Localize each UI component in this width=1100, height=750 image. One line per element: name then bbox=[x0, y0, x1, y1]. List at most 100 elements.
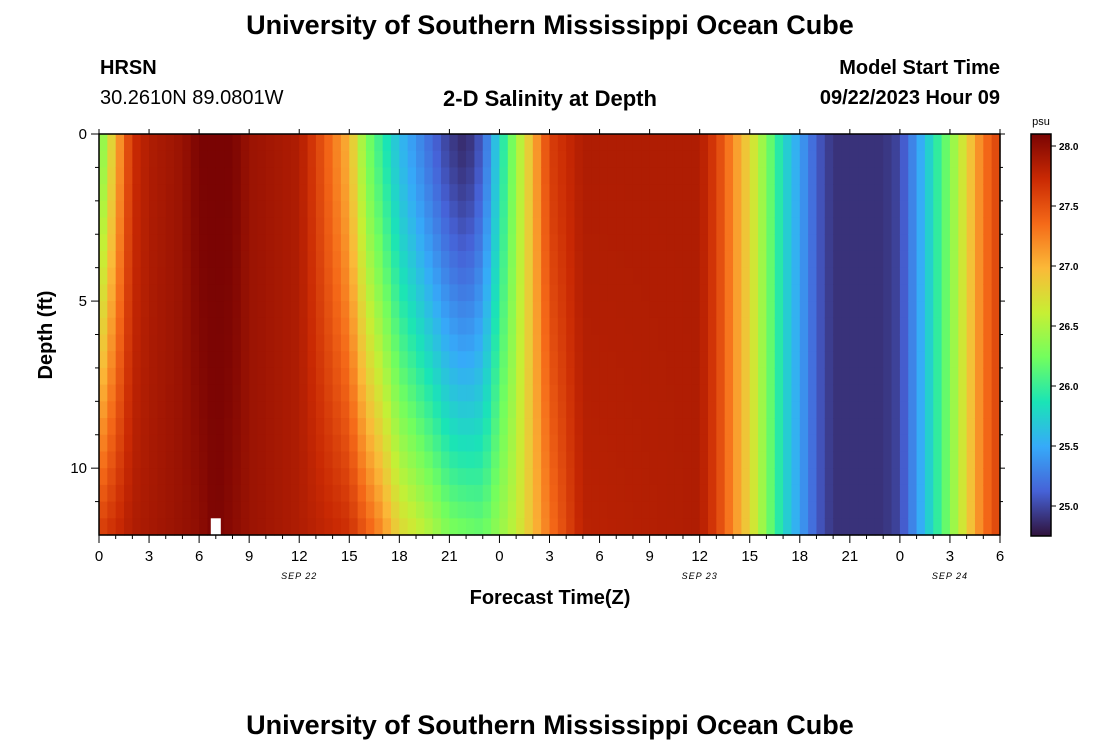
heatmap-cell bbox=[507, 518, 517, 536]
heatmap-cell bbox=[457, 334, 467, 352]
heatmap-cell bbox=[215, 468, 225, 486]
heatmap-cell bbox=[849, 200, 859, 219]
heatmap-cell bbox=[958, 301, 968, 319]
heatmap-cell bbox=[557, 234, 567, 252]
heatmap-cell bbox=[107, 301, 117, 319]
heatmap-cell bbox=[908, 184, 918, 202]
heatmap-cell bbox=[299, 200, 309, 219]
heatmap-cell bbox=[357, 150, 367, 169]
heatmap-cell bbox=[365, 184, 375, 202]
heatmap-cell bbox=[516, 501, 526, 519]
heatmap-cell bbox=[591, 451, 601, 469]
heatmap-cell bbox=[424, 184, 434, 202]
heatmap-cell bbox=[549, 267, 559, 285]
heatmap-cell bbox=[933, 468, 943, 486]
heatmap-cell bbox=[115, 501, 125, 519]
heatmap-cell bbox=[257, 184, 267, 202]
heatmap-cell bbox=[416, 284, 425, 302]
heatmap-cell bbox=[99, 468, 108, 486]
heatmap-cell bbox=[265, 284, 275, 302]
heatmap-cell bbox=[491, 484, 501, 503]
heatmap-cell bbox=[491, 267, 501, 285]
heatmap-cell bbox=[232, 468, 242, 486]
heatmap-cell bbox=[616, 150, 626, 169]
heatmap-cell bbox=[991, 167, 1001, 185]
heatmap-cell bbox=[207, 167, 217, 185]
heatmap-cell bbox=[165, 167, 175, 185]
heatmap-cell bbox=[549, 484, 559, 503]
heatmap-cell bbox=[849, 434, 859, 453]
heatmap-cell bbox=[983, 284, 993, 302]
heatmap-cell bbox=[641, 267, 651, 285]
heatmap-cell bbox=[190, 267, 200, 285]
heatmap-cell bbox=[958, 484, 968, 503]
heatmap-cell bbox=[416, 301, 425, 319]
heatmap-cell bbox=[115, 401, 125, 419]
heatmap-cell bbox=[441, 134, 450, 152]
heatmap-cell bbox=[691, 384, 701, 402]
heatmap-cell bbox=[491, 217, 501, 235]
heatmap-cell bbox=[140, 468, 150, 486]
heatmap-cell bbox=[816, 384, 826, 402]
heatmap-cell bbox=[783, 401, 793, 419]
heatmap-cell bbox=[449, 334, 459, 352]
heatmap-cell bbox=[599, 317, 609, 336]
heatmap-cell bbox=[766, 150, 776, 169]
heatmap-cell bbox=[616, 468, 626, 486]
heatmap-cell bbox=[441, 468, 450, 486]
heatmap-cell bbox=[874, 250, 884, 269]
heatmap-cell bbox=[499, 451, 509, 469]
heatmap-cell bbox=[357, 250, 367, 269]
heatmap-cell bbox=[582, 384, 592, 402]
heatmap-cell bbox=[557, 501, 567, 519]
heatmap-cell bbox=[591, 267, 601, 285]
heatmap-cell bbox=[716, 234, 726, 252]
heatmap-cell bbox=[315, 267, 325, 285]
heatmap-cell bbox=[549, 501, 559, 519]
heatmap-cell bbox=[682, 184, 692, 202]
heatmap-cell bbox=[833, 250, 843, 269]
heatmap-cell bbox=[632, 234, 642, 252]
heatmap-cell bbox=[708, 134, 717, 152]
heatmap-cell bbox=[432, 518, 442, 536]
heatmap-cell bbox=[441, 217, 450, 235]
heatmap-cell bbox=[682, 434, 692, 453]
heatmap-cell bbox=[324, 217, 334, 235]
heatmap-cell bbox=[924, 267, 934, 285]
heatmap-cell bbox=[390, 134, 400, 152]
heatmap-cell bbox=[691, 367, 701, 386]
heatmap-cell bbox=[624, 317, 634, 336]
heatmap-cell bbox=[624, 351, 634, 369]
heatmap-cell bbox=[974, 184, 984, 202]
heatmap-cell bbox=[299, 418, 309, 436]
heatmap-cell bbox=[758, 351, 767, 369]
heatmap-cell bbox=[758, 367, 767, 386]
heatmap-cell bbox=[282, 484, 292, 503]
heatmap-cell bbox=[816, 434, 826, 453]
heatmap-cell bbox=[140, 150, 150, 169]
heatmap-cell bbox=[883, 334, 893, 352]
heatmap-cell bbox=[674, 317, 684, 336]
heatmap-cell bbox=[432, 150, 442, 169]
colorbar-tick-label: 25.5 bbox=[1059, 442, 1079, 453]
heatmap-cell bbox=[899, 401, 909, 419]
heatmap-cell bbox=[524, 284, 534, 302]
heatmap-cell bbox=[274, 234, 284, 252]
heatmap-cell bbox=[783, 434, 793, 453]
heatmap-cell bbox=[649, 468, 659, 486]
heatmap-cell bbox=[532, 484, 542, 503]
heatmap-cell bbox=[858, 200, 868, 219]
heatmap-cell bbox=[841, 267, 851, 285]
heatmap-cell bbox=[240, 317, 250, 336]
heatmap-cell bbox=[858, 334, 868, 352]
heatmap-cell bbox=[232, 267, 242, 285]
heatmap-cell bbox=[332, 234, 342, 252]
heatmap-cell bbox=[816, 301, 826, 319]
heatmap-cell bbox=[107, 167, 117, 185]
heatmap-cell bbox=[249, 367, 259, 386]
heatmap-cell bbox=[457, 351, 467, 369]
heatmap-cell bbox=[424, 468, 434, 486]
heatmap-cell bbox=[983, 200, 993, 219]
heatmap-cell bbox=[649, 367, 659, 386]
heatmap-cell bbox=[624, 301, 634, 319]
